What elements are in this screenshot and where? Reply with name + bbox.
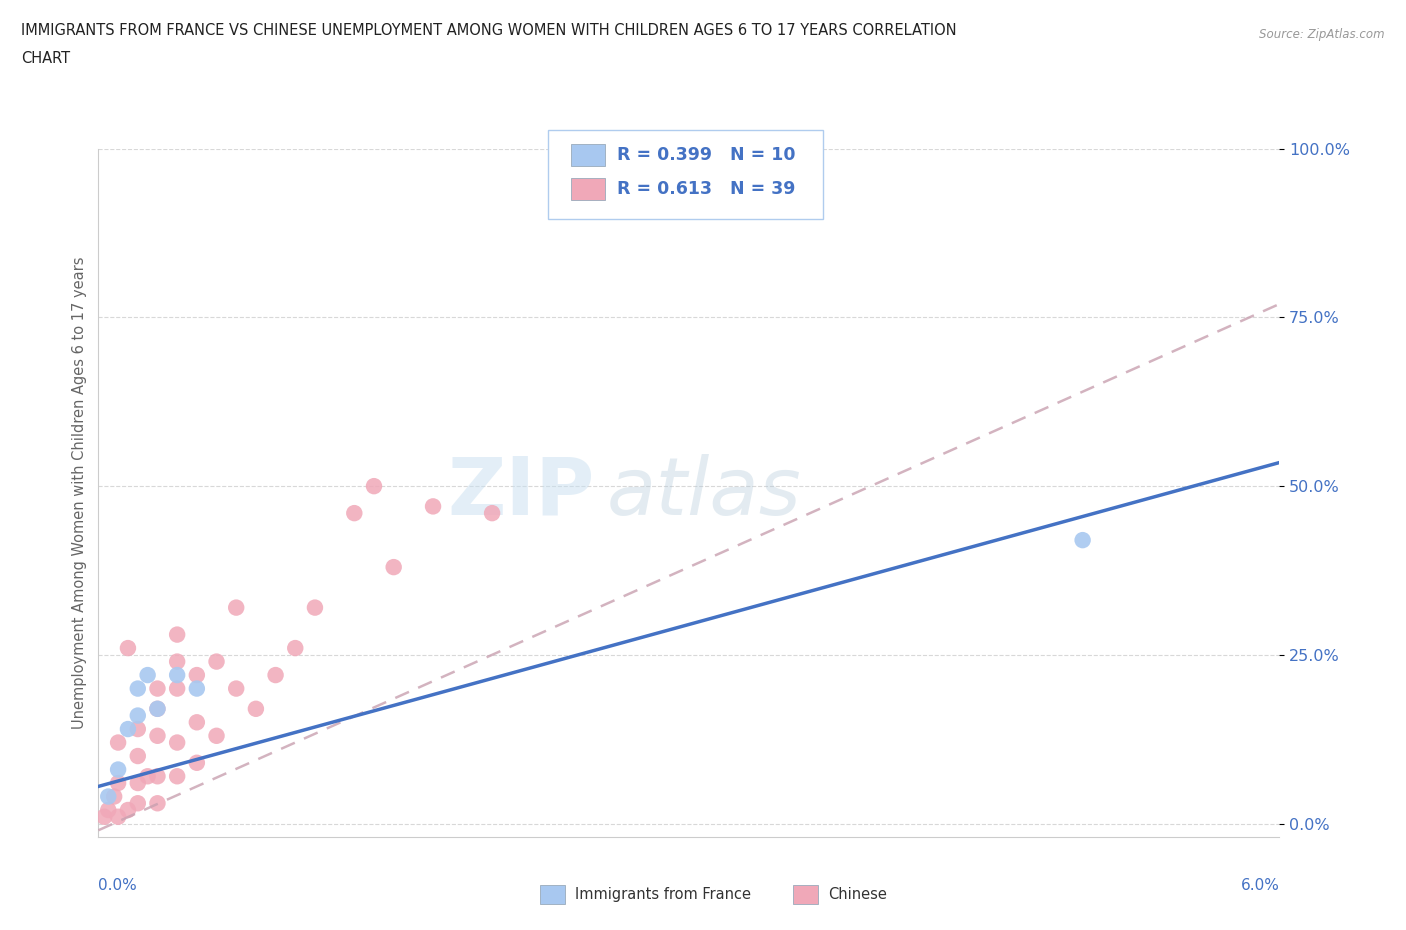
Point xyxy=(363,479,385,494)
Point xyxy=(225,681,247,696)
Point xyxy=(136,668,159,683)
Point xyxy=(117,641,139,656)
Point xyxy=(146,728,169,743)
Text: Chinese: Chinese xyxy=(828,887,887,902)
Text: 6.0%: 6.0% xyxy=(1240,878,1279,894)
Y-axis label: Unemployment Among Women with Children Ages 6 to 17 years: Unemployment Among Women with Children A… xyxy=(72,257,87,729)
Text: CHART: CHART xyxy=(21,51,70,66)
Point xyxy=(127,749,149,764)
Text: IMMIGRANTS FROM FRANCE VS CHINESE UNEMPLOYMENT AMONG WOMEN WITH CHILDREN AGES 6 : IMMIGRANTS FROM FRANCE VS CHINESE UNEMPL… xyxy=(21,23,956,38)
Text: R = 0.613   N = 39: R = 0.613 N = 39 xyxy=(617,179,796,198)
Point xyxy=(343,506,366,521)
Point xyxy=(146,796,169,811)
Point xyxy=(186,668,208,683)
Point xyxy=(284,641,307,656)
Point xyxy=(146,701,169,716)
Point xyxy=(97,803,120,817)
Point xyxy=(422,499,444,514)
Text: 0.0%: 0.0% xyxy=(98,878,138,894)
Point xyxy=(205,728,228,743)
Point xyxy=(186,681,208,696)
Point xyxy=(93,809,115,824)
Text: atlas: atlas xyxy=(606,454,801,532)
Text: Source: ZipAtlas.com: Source: ZipAtlas.com xyxy=(1260,28,1385,41)
Point xyxy=(97,789,120,804)
Point xyxy=(127,722,149,737)
Point xyxy=(166,668,188,683)
Text: R = 0.399   N = 10: R = 0.399 N = 10 xyxy=(617,146,796,165)
Point xyxy=(166,735,188,750)
Point xyxy=(146,681,169,696)
Point xyxy=(117,803,139,817)
Point xyxy=(264,668,287,683)
Point xyxy=(107,735,129,750)
Point xyxy=(166,654,188,669)
Point xyxy=(146,701,169,716)
Point xyxy=(107,762,129,777)
Point xyxy=(225,600,247,615)
Point xyxy=(107,809,129,824)
Text: Immigrants from France: Immigrants from France xyxy=(575,887,751,902)
Point xyxy=(103,789,125,804)
Point xyxy=(205,654,228,669)
Point xyxy=(166,769,188,784)
Point xyxy=(107,776,129,790)
Point xyxy=(127,776,149,790)
Point xyxy=(136,769,159,784)
Point xyxy=(1071,533,1094,548)
Point xyxy=(127,681,149,696)
Point xyxy=(127,708,149,723)
Point xyxy=(186,715,208,730)
Point xyxy=(146,769,169,784)
Point xyxy=(382,560,405,575)
Point xyxy=(304,600,326,615)
Point xyxy=(127,796,149,811)
Point xyxy=(166,681,188,696)
Point xyxy=(117,722,139,737)
Point xyxy=(166,627,188,642)
Point xyxy=(186,755,208,770)
Point xyxy=(245,701,267,716)
Text: ZIP: ZIP xyxy=(447,454,595,532)
Point xyxy=(481,506,503,521)
